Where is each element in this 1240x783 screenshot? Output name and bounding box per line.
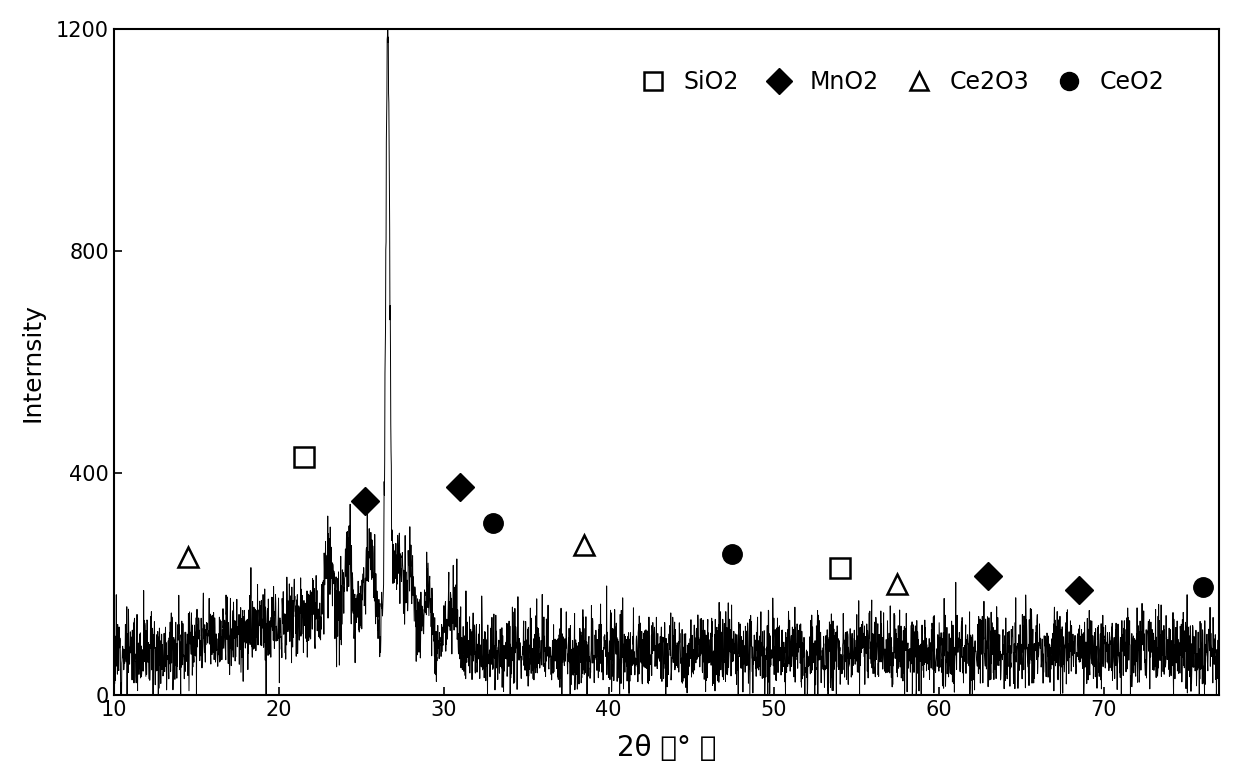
Y-axis label: Internsity: Internsity xyxy=(21,303,45,421)
Legend: SiO2, MnO2, Ce2O3, CeO2: SiO2, MnO2, Ce2O3, CeO2 xyxy=(620,60,1174,103)
X-axis label: 2θ （° ）: 2θ （° ） xyxy=(616,734,717,762)
